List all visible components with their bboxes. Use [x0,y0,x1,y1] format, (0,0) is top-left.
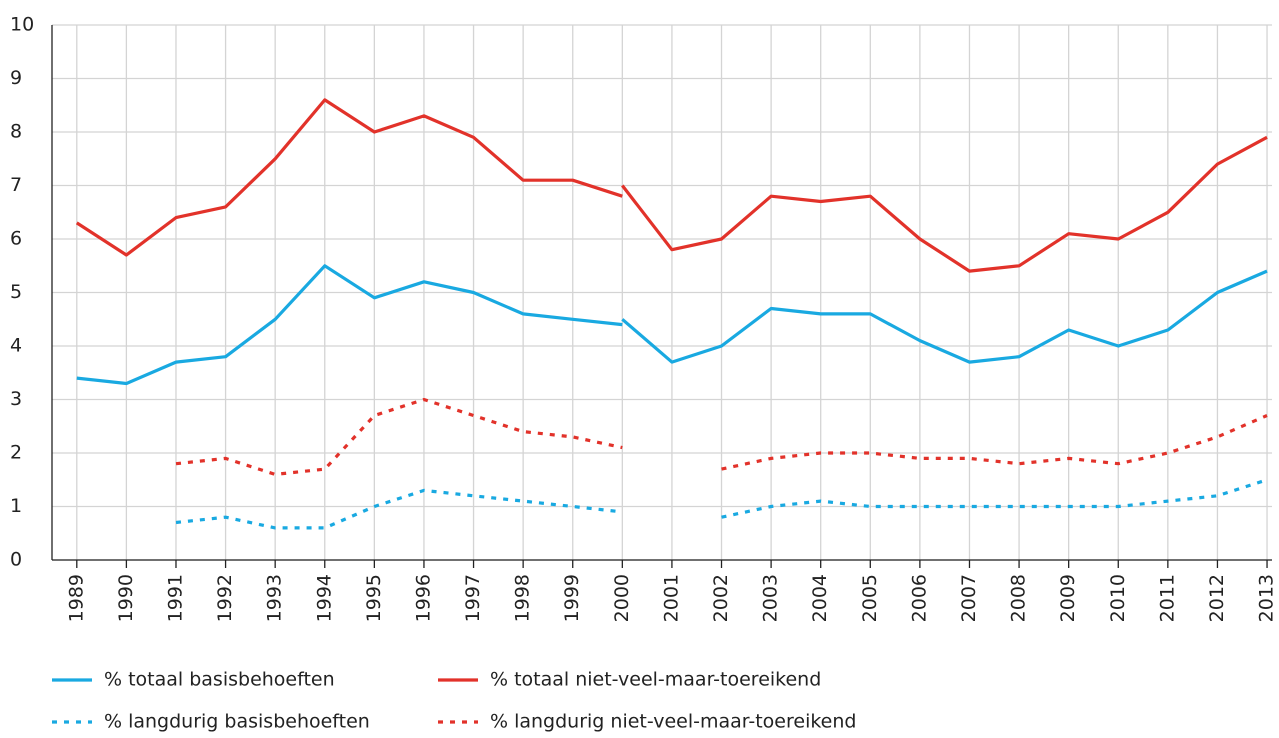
x-tick-label: 1997 [462,574,484,622]
legend-label: % totaal niet-veel-maar-toereikend [490,669,821,691]
y-tick-label: 6 [10,228,22,250]
x-tick-label: 1993 [264,574,286,622]
series-line [175,478,1268,530]
y-tick-label: 4 [10,335,22,357]
y-tick-label: 7 [10,174,22,196]
legend-label: % langdurig basisbehoeften [104,711,370,733]
series-line [175,397,1268,476]
x-tick-label: 2002 [710,574,732,622]
x-tick-label: 1998 [512,574,534,622]
y-tick-label: 1 [10,495,22,517]
y-tick-label: 5 [10,281,22,303]
x-tick-label: 1989 [65,574,87,622]
x-tick-label: 1995 [363,574,385,622]
y-tick-label: 2 [10,442,22,464]
y-tick-label: 10 [10,14,34,36]
x-tick-label: 1994 [313,574,335,622]
x-tick-label: 1996 [412,574,434,622]
legend-label: % totaal basisbehoeften [104,669,335,691]
x-tick-label: 2006 [908,574,930,622]
x-tick-label: 2010 [1107,574,1129,622]
x-tick-label: 2009 [1057,574,1079,622]
x-tick-label: 2011 [1156,574,1178,622]
series-line [75,98,1268,273]
x-tick-label: 2012 [1206,574,1228,622]
x-tick-label: 1992 [214,574,236,622]
x-tick-label: 2008 [1008,574,1030,622]
x-tick-label: 2005 [859,574,881,622]
y-tick-label: 9 [10,67,22,89]
series-line [76,264,1268,386]
x-tick-label: 2003 [760,574,782,622]
x-tick-label: 2007 [958,574,980,622]
x-tick-label: 1999 [561,574,583,622]
x-tick-label: 2000 [611,574,633,622]
x-tick-label: 2004 [809,574,831,622]
legend-label: % langdurig niet-veel-maar-toereikend [490,711,856,733]
y-tick-label: 3 [10,388,22,410]
x-tick-label: 2013 [1256,574,1278,622]
y-tick-label: 0 [10,549,22,571]
y-tick-label: 8 [10,121,22,143]
x-tick-label: 1990 [115,574,137,622]
x-tick-label: 1991 [164,574,186,622]
x-tick-label: 2001 [660,574,682,622]
